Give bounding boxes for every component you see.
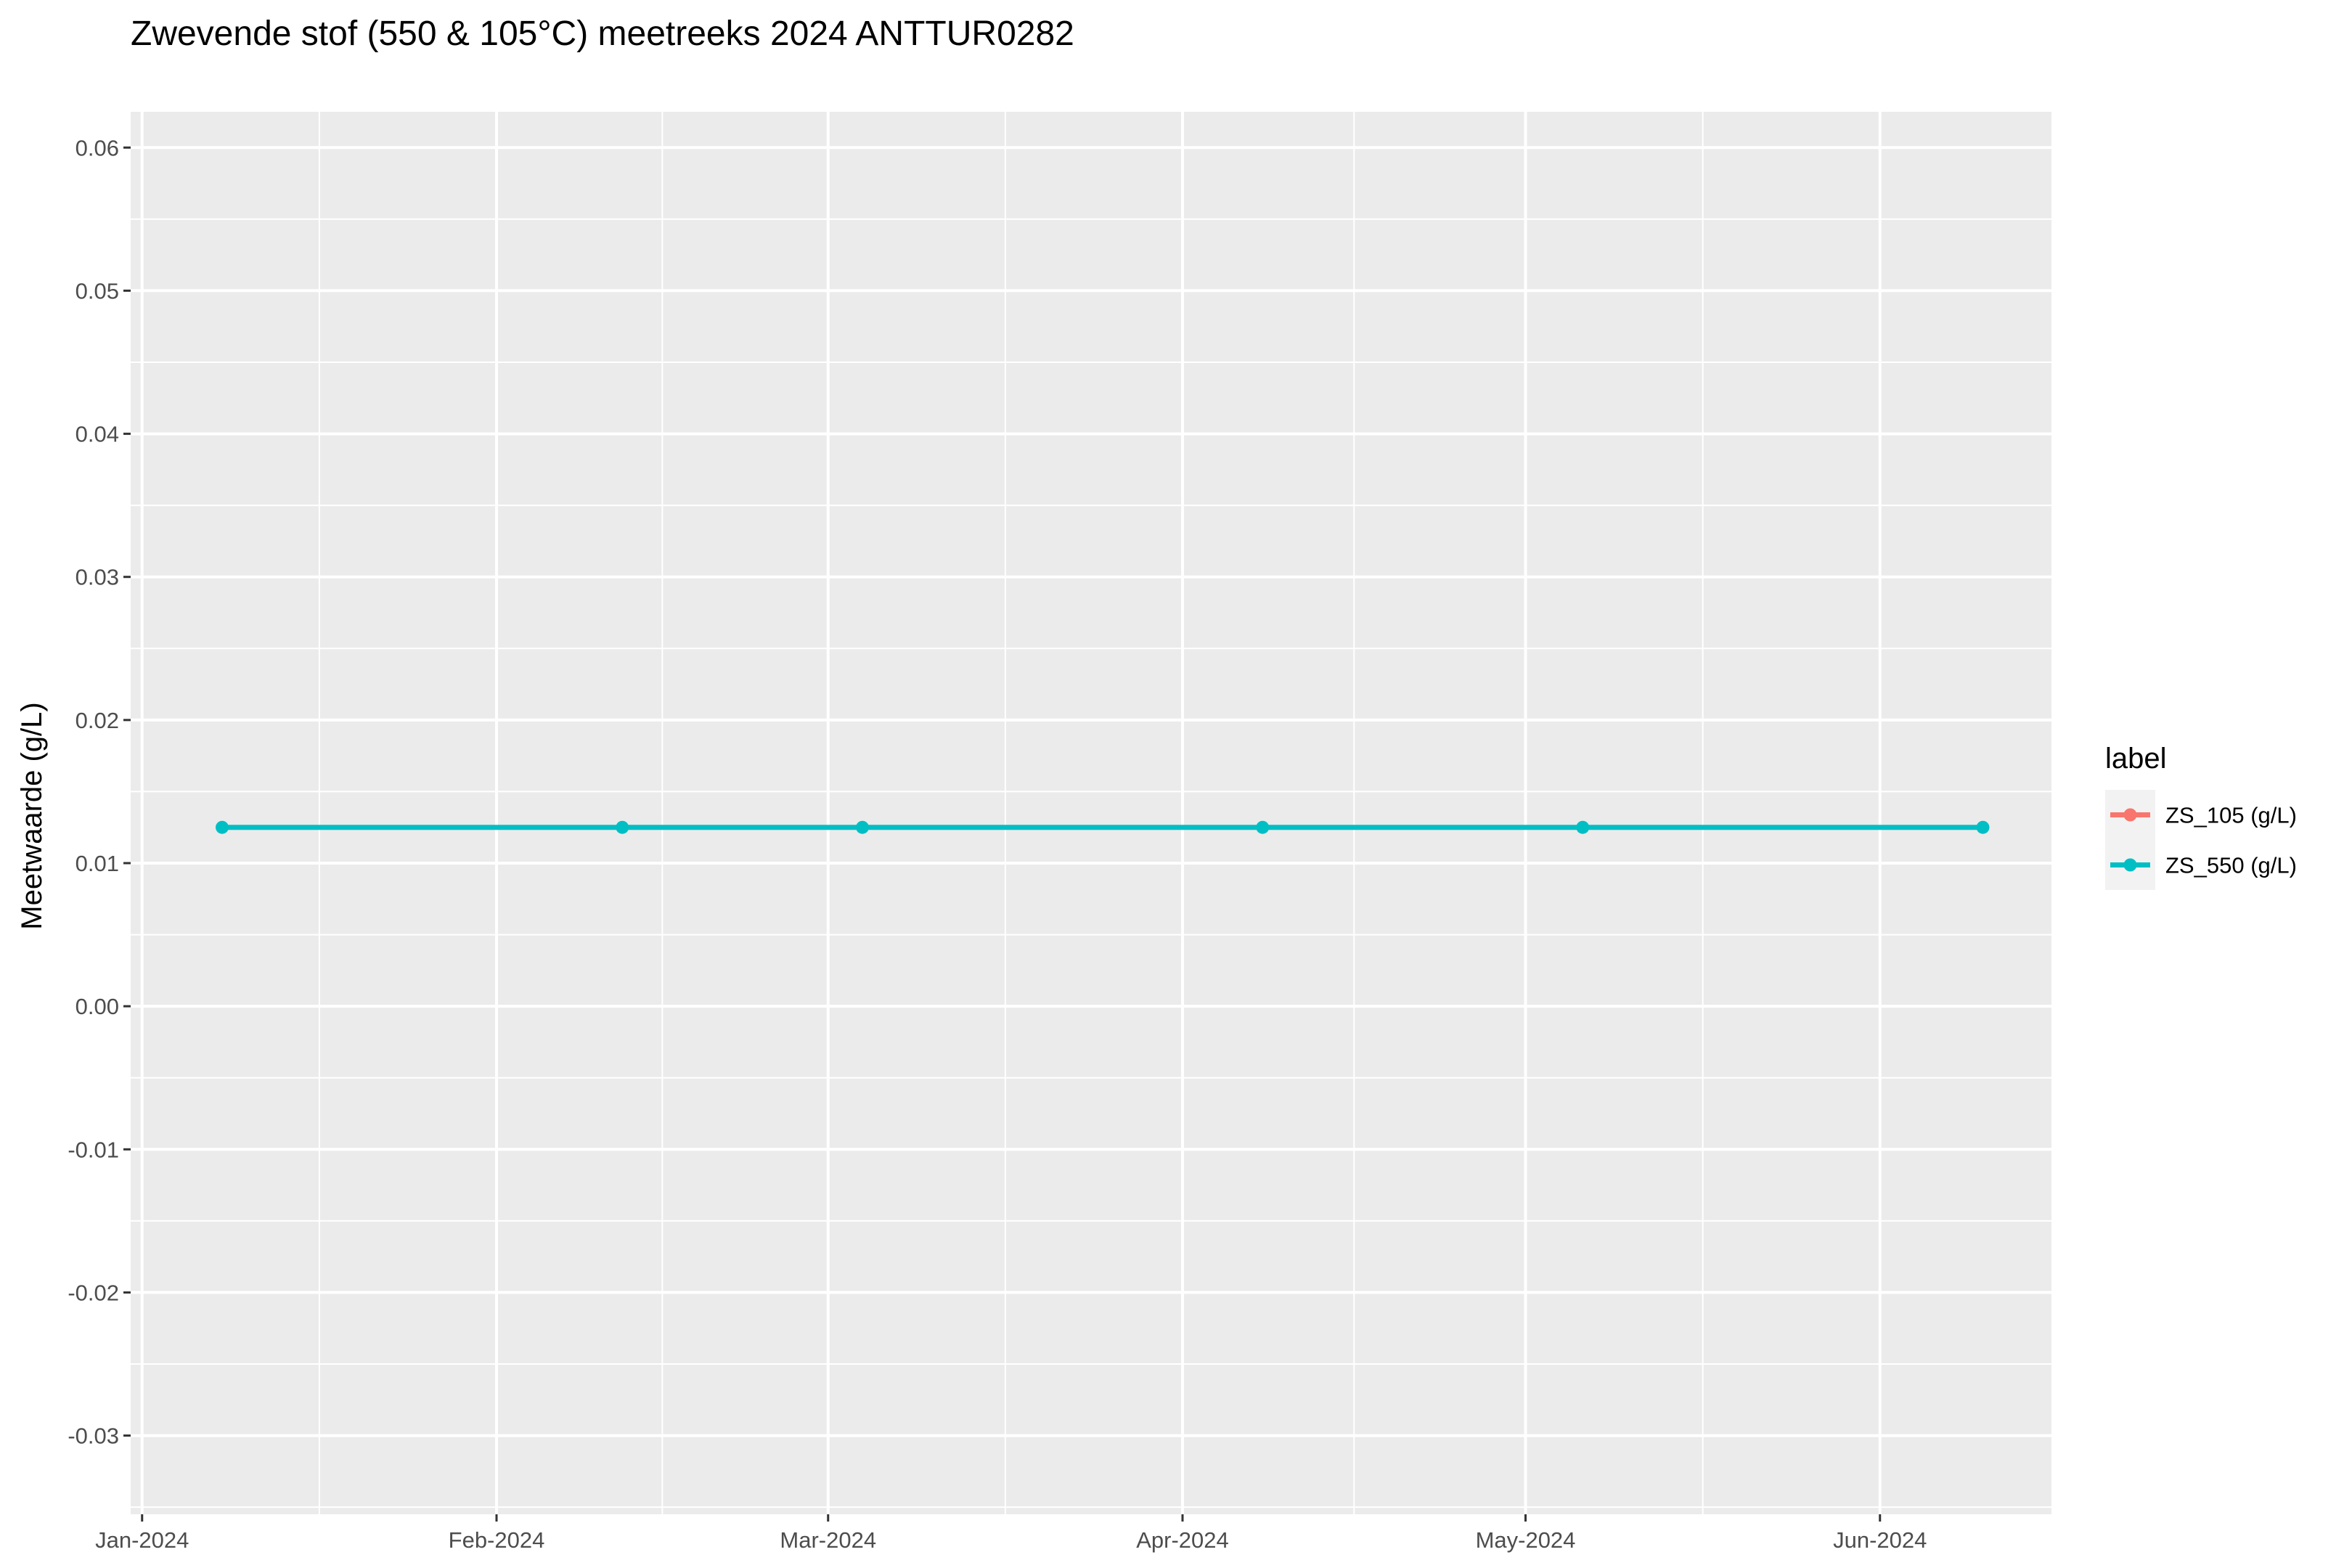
legend-entry-label: ZS_105 (g/L) xyxy=(2165,803,2297,828)
data-point xyxy=(1976,820,1990,834)
y-axis-label: Meetwaarde (g/L) xyxy=(16,702,48,929)
series-layer xyxy=(216,820,1990,834)
legend-key-point xyxy=(2123,858,2137,872)
legend: label ZS_105 (g/L) ZS_550 (g/L) xyxy=(2105,743,2297,890)
y-tick-label: 0.02 xyxy=(75,708,119,733)
y-tick-label: -0.02 xyxy=(68,1280,119,1305)
legend-title: label xyxy=(2105,743,2167,775)
x-tick-label: Mar-2024 xyxy=(780,1527,876,1553)
y-tick-label: 0.03 xyxy=(75,565,119,590)
plot-panel xyxy=(131,112,2051,1514)
x-tick-label: Feb-2024 xyxy=(449,1527,545,1553)
y-tick-label: 0.04 xyxy=(75,422,119,447)
major-gridlines xyxy=(131,112,2051,1514)
y-tick-label: -0.01 xyxy=(68,1137,119,1162)
x-tick-label: Jan-2024 xyxy=(95,1527,189,1553)
x-tick-label: Jun-2024 xyxy=(1833,1527,1927,1553)
y-axis: -0.03 -0.02 -0.01 0.00 0.01 0.02 0.03 0.04 0.05 0… xyxy=(68,135,131,1449)
legend-key-point xyxy=(2123,808,2137,822)
chart-title: Zwevende stof (550 & 105°C) meetreeks 20… xyxy=(131,15,1074,53)
minor-gridlines xyxy=(131,112,2051,1514)
x-axis: Jan-2024 Feb-2024 Mar-2024 Apr-2024 May-2024… xyxy=(95,1514,1927,1553)
y-tick-label: 0.00 xyxy=(75,994,119,1019)
legend-entry-label: ZS_550 (g/L) xyxy=(2165,853,2297,878)
y-tick-label: -0.03 xyxy=(68,1424,119,1449)
x-tick-label: May-2024 xyxy=(1476,1527,1576,1553)
y-tick-label: 0.05 xyxy=(75,278,119,303)
data-point xyxy=(216,820,229,834)
y-tick-label: 0.01 xyxy=(75,851,119,876)
x-tick-label: Apr-2024 xyxy=(1136,1527,1229,1553)
data-point xyxy=(1256,820,1270,834)
data-point xyxy=(616,820,629,834)
data-point xyxy=(1576,820,1590,834)
y-tick-label: 0.06 xyxy=(75,135,119,160)
data-point xyxy=(856,820,869,834)
